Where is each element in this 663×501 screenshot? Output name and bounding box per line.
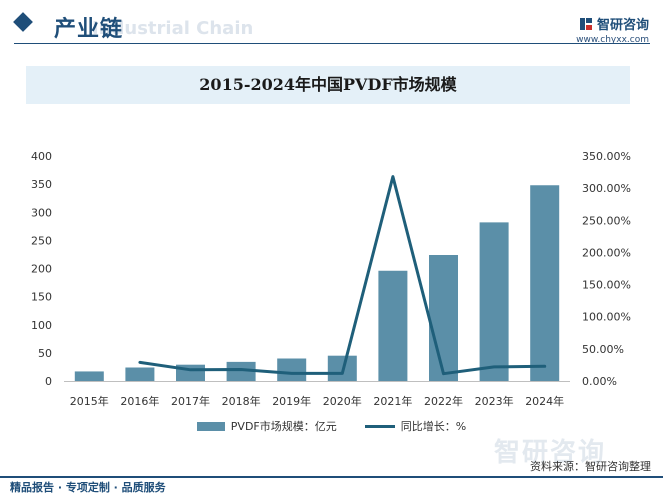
brand: 智研咨询 www.chyxx.com — [576, 14, 649, 45]
footer-divider — [0, 476, 663, 478]
bar — [277, 358, 307, 381]
bar — [429, 255, 458, 381]
bar — [74, 371, 104, 381]
x-tick-label: 2020年 — [323, 394, 362, 408]
y-right-tick-label: 100.00% — [582, 311, 631, 324]
ghost-title: Industrial Chain — [92, 18, 254, 39]
x-tick-label: 2016年 — [120, 394, 159, 408]
y-right-tick-label: 50.00% — [582, 343, 624, 356]
y-left-tick-label: 400 — [31, 150, 52, 163]
brand-name: 智研咨询 — [596, 18, 649, 33]
y-right-tick-label: 150.00% — [582, 279, 631, 292]
chart-title: 2015-2024年中国PVDF市场规模 — [199, 75, 457, 94]
chart-title-band: 2015-2024年中国PVDF市场规模 — [26, 66, 630, 104]
header-divider — [14, 43, 650, 44]
legend-bar-swatch — [196, 421, 225, 431]
source-note: 资料来源：智研咨询整理 — [530, 460, 651, 473]
y-right-tick-label: 250.00% — [582, 214, 631, 227]
y-right-tick-label: 350.00% — [582, 150, 631, 163]
chart: 0 50 100 150 200 250 300 350 400 0.00% 50.00% 100.0… — [31, 150, 631, 408]
bar — [378, 270, 408, 381]
y-left-tick-label: 0 — [45, 375, 52, 388]
x-tick-label: 2018年 — [222, 394, 261, 408]
legend-line-label: 同比增长：% — [400, 420, 467, 433]
x-tick-label: 2024年 — [525, 394, 564, 408]
x-tick-label: 2019年 — [272, 394, 311, 408]
x-tick-label: 2023年 — [475, 394, 514, 408]
brand-url: www.chyxx.com — [576, 35, 649, 45]
legend: PVDF市场规模：亿元 同比增长：% — [0, 418, 663, 434]
header: Industrial Chain 产业链 智研咨询 www.chyxx.com — [0, 0, 663, 52]
legend-item-line: 同比增长：% — [364, 418, 467, 434]
section-title: 产业链 — [54, 17, 124, 42]
bar — [479, 222, 509, 381]
watermark: 智研咨询 — [494, 438, 607, 468]
x-tick-label: 2015年 — [70, 394, 109, 408]
bar — [125, 367, 155, 381]
y-left-tick-label: 100 — [31, 319, 52, 332]
x-tick-label: 2021年 — [373, 394, 412, 408]
bar — [530, 185, 560, 381]
y-left-tick-label: 250 — [31, 234, 52, 247]
footer-tagline: 精品报告 · 专项定制 · 品质服务 — [10, 481, 166, 494]
y-left-tick-label: 200 — [31, 263, 52, 276]
y-right-tick-label: 200.00% — [582, 246, 631, 259]
y-right-tick-label: 0.00% — [582, 375, 617, 388]
y-left-tick-label: 50 — [38, 347, 52, 360]
legend-bar-label: PVDF市场规模：亿元 — [230, 420, 337, 433]
bar — [226, 361, 256, 381]
y-left-tick-label: 150 — [31, 291, 52, 304]
growth-line — [138, 175, 547, 376]
legend-item-bar: PVDF市场规模：亿元 — [196, 418, 337, 434]
y-right-tick-label: 300.00% — [582, 182, 631, 195]
legend-line-swatch — [364, 424, 395, 428]
y-left-tick-label: 300 — [31, 206, 52, 219]
y-left-tick-label: 350 — [31, 178, 52, 191]
x-tick-label: 2017年 — [171, 394, 210, 408]
x-tick-label: 2022年 — [424, 394, 463, 408]
brand-logo-icon — [579, 17, 592, 30]
